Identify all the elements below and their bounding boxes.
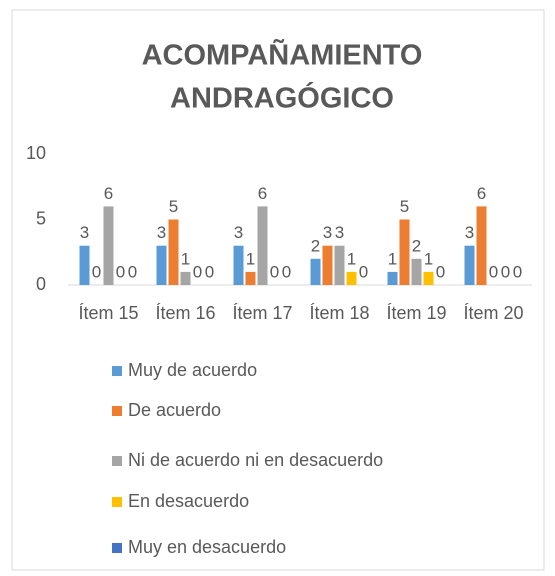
data-label: 0: [270, 262, 279, 281]
legend-swatch: [112, 497, 122, 507]
bar: [387, 271, 398, 285]
data-label: 1: [347, 249, 356, 268]
bar: [79, 245, 90, 285]
data-label: 0: [205, 262, 214, 281]
data-label: 6: [104, 184, 113, 203]
bar: [180, 271, 191, 285]
chart-frame: [11, 9, 545, 571]
data-label: 0: [513, 262, 522, 281]
legend-swatch: [112, 456, 122, 466]
bar: [310, 258, 321, 285]
legend-swatch: [112, 406, 122, 416]
x-tick-label: Ítem 20: [463, 303, 523, 323]
data-label: 1: [388, 249, 397, 268]
bar: [399, 219, 410, 285]
data-label: 0: [193, 262, 202, 281]
data-label: 3: [157, 223, 166, 242]
data-label: 1: [424, 249, 433, 268]
data-label: 0: [359, 262, 368, 281]
bar: [334, 245, 345, 285]
data-label: 0: [489, 262, 498, 281]
bar: [322, 245, 333, 285]
bar: [245, 271, 256, 285]
data-label: 0: [282, 262, 291, 281]
data-label: 0: [128, 262, 137, 281]
data-label: 2: [412, 236, 421, 255]
legend-swatch: [112, 366, 122, 376]
bar: [346, 271, 357, 285]
legend-label: Muy de acuerdo: [128, 360, 257, 380]
legend-label: En desacuerdo: [128, 491, 249, 511]
x-tick-label: Ítem 16: [155, 303, 215, 323]
bar: [476, 206, 487, 285]
data-label: 1: [181, 249, 190, 268]
chart-title: ACOMPAÑAMIENTO: [142, 38, 423, 72]
chart-title: ANDRAGÓGICO: [170, 81, 394, 115]
bar: [233, 245, 244, 285]
data-label: 0: [501, 262, 510, 281]
legend-label: Muy en desacuerdo: [128, 537, 286, 557]
data-label: 3: [323, 223, 332, 242]
bar: [103, 206, 114, 285]
data-label: 3: [335, 223, 344, 242]
bar: [168, 219, 179, 285]
data-label: 6: [477, 184, 486, 203]
bar: [257, 206, 268, 285]
bar: [156, 245, 167, 285]
y-tick-label: 0: [36, 274, 46, 294]
data-label: 5: [400, 197, 409, 216]
data-label: 3: [234, 223, 243, 242]
legend-label: Ni de acuerdo ni en desacuerdo: [128, 450, 383, 470]
x-tick-label: Ítem 18: [309, 303, 369, 323]
data-label: 5: [169, 197, 178, 216]
data-label: 2: [311, 236, 320, 255]
data-label: 1: [246, 249, 255, 268]
data-label: 0: [116, 262, 125, 281]
data-label: 3: [80, 223, 89, 242]
legend-label: De acuerdo: [128, 400, 221, 420]
data-label: 0: [92, 262, 101, 281]
legend-swatch: [112, 543, 122, 553]
x-tick-label: Ítem 19: [386, 303, 446, 323]
data-label: 3: [465, 223, 474, 242]
x-tick-label: Ítem 17: [232, 303, 292, 323]
data-label: 6: [258, 184, 267, 203]
data-label: 0: [436, 262, 445, 281]
bar: [411, 258, 422, 285]
x-tick-label: Ítem 15: [78, 303, 138, 323]
bar: [464, 245, 475, 285]
bar: [423, 271, 434, 285]
y-tick-label: 10: [26, 143, 46, 163]
y-tick-label: 5: [36, 208, 46, 228]
